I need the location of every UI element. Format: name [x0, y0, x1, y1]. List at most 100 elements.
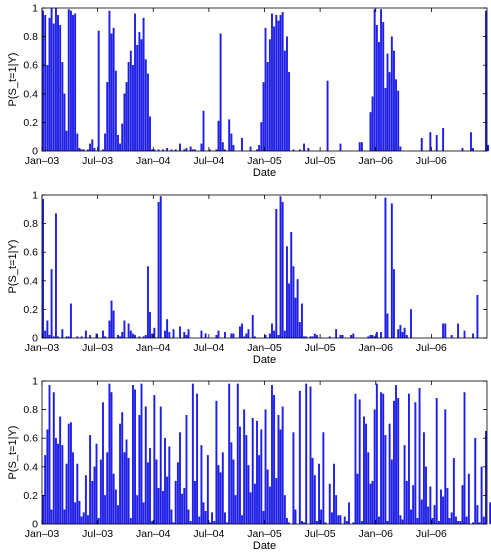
- bar: [476, 294, 479, 339]
- bar: [74, 13, 77, 152]
- bar: [281, 12, 284, 152]
- bar: [221, 142, 224, 152]
- bar: [333, 463, 335, 525]
- bar: [217, 330, 220, 339]
- bar: [256, 420, 258, 525]
- bar: [375, 383, 378, 525]
- bar: [301, 303, 303, 339]
- bar: [97, 518, 100, 525]
- bar: [54, 438, 57, 525]
- bar: [187, 509, 190, 525]
- bar: [450, 512, 453, 525]
- bar: [155, 459, 158, 525]
- bar: [420, 499, 423, 525]
- bar: [476, 505, 479, 525]
- bar: [457, 520, 460, 525]
- bar: [369, 334, 372, 339]
- bar: [395, 385, 397, 525]
- bar: [223, 332, 226, 339]
- bar: [281, 406, 284, 525]
- bar: [262, 82, 265, 152]
- bar: [309, 386, 312, 525]
- bar: [221, 452, 224, 525]
- bar: [50, 7, 53, 152]
- bar: [219, 33, 222, 152]
- bar: [89, 435, 92, 525]
- bar: [93, 147, 96, 152]
- bar: [127, 458, 130, 525]
- bar: [54, 7, 57, 152]
- bar: [393, 50, 395, 152]
- bar: [294, 509, 297, 525]
- bar: [463, 392, 466, 525]
- y-tick-label: 0: [32, 146, 38, 158]
- bar: [91, 139, 94, 152]
- bar: [380, 9, 383, 152]
- bar: [108, 383, 111, 525]
- bar: [343, 516, 346, 525]
- x-tick-label: Jan–03: [25, 155, 60, 167]
- bar: [437, 520, 440, 525]
- x-tick-label: Jan–04: [136, 155, 171, 167]
- bar: [384, 197, 387, 339]
- bar: [112, 473, 115, 525]
- bar: [243, 409, 246, 525]
- bar: [50, 509, 53, 525]
- bar: [228, 119, 231, 152]
- x-tick-label: Jul–03: [82, 155, 113, 167]
- chart-panel-3: 0 0.2 0.4 0.6 0.8 1 Jan–03 Jul–03 Jan–04 Jul–04 Ja…: [7, 376, 491, 552]
- bar: [161, 490, 164, 525]
- bar: [399, 324, 402, 339]
- bar: [194, 480, 196, 525]
- bar: [380, 392, 383, 525]
- bar: [84, 475, 87, 525]
- x-tick-label: Jan–03: [25, 342, 60, 354]
- bar: [129, 518, 132, 525]
- bar: [386, 520, 389, 525]
- x-tick-label: Jul–03: [82, 528, 113, 540]
- y-tick-label: 1: [32, 190, 38, 202]
- x-axis-label: Date: [253, 167, 276, 179]
- y-tick-label: 0.6: [23, 60, 38, 72]
- bar: [350, 334, 353, 339]
- bar: [403, 327, 406, 339]
- bar: [202, 110, 205, 152]
- bar: [279, 196, 282, 339]
- x-axis-label: Date: [253, 354, 276, 366]
- bar: [108, 10, 111, 152]
- bar: [470, 132, 472, 152]
- bar: [206, 455, 209, 525]
- bar: [410, 309, 412, 339]
- bar: [262, 510, 265, 525]
- bar: [67, 9, 70, 152]
- bar: [461, 147, 464, 152]
- bar: [442, 323, 445, 339]
- bar: [301, 520, 303, 525]
- bar: [305, 383, 308, 525]
- bar: [410, 509, 412, 525]
- bar: [57, 14, 59, 152]
- bar: [228, 383, 231, 525]
- bar: [191, 383, 194, 525]
- bar: [412, 485, 415, 525]
- bar: [159, 406, 162, 525]
- bar: [286, 246, 288, 339]
- bar: [271, 13, 273, 152]
- bar: [268, 486, 271, 525]
- bar: [134, 389, 136, 525]
- bar: [380, 332, 383, 339]
- bar: [328, 483, 331, 525]
- bar: [444, 323, 447, 339]
- y-tick-label: 0.6: [23, 433, 38, 445]
- x-tick-label: Jul–05: [305, 528, 336, 540]
- bar: [78, 500, 81, 525]
- bar: [76, 463, 79, 525]
- bar: [223, 512, 226, 525]
- bar: [151, 520, 154, 525]
- bar: [440, 489, 442, 525]
- bar: [189, 520, 192, 525]
- bar: [247, 329, 250, 339]
- bar: [303, 143, 305, 152]
